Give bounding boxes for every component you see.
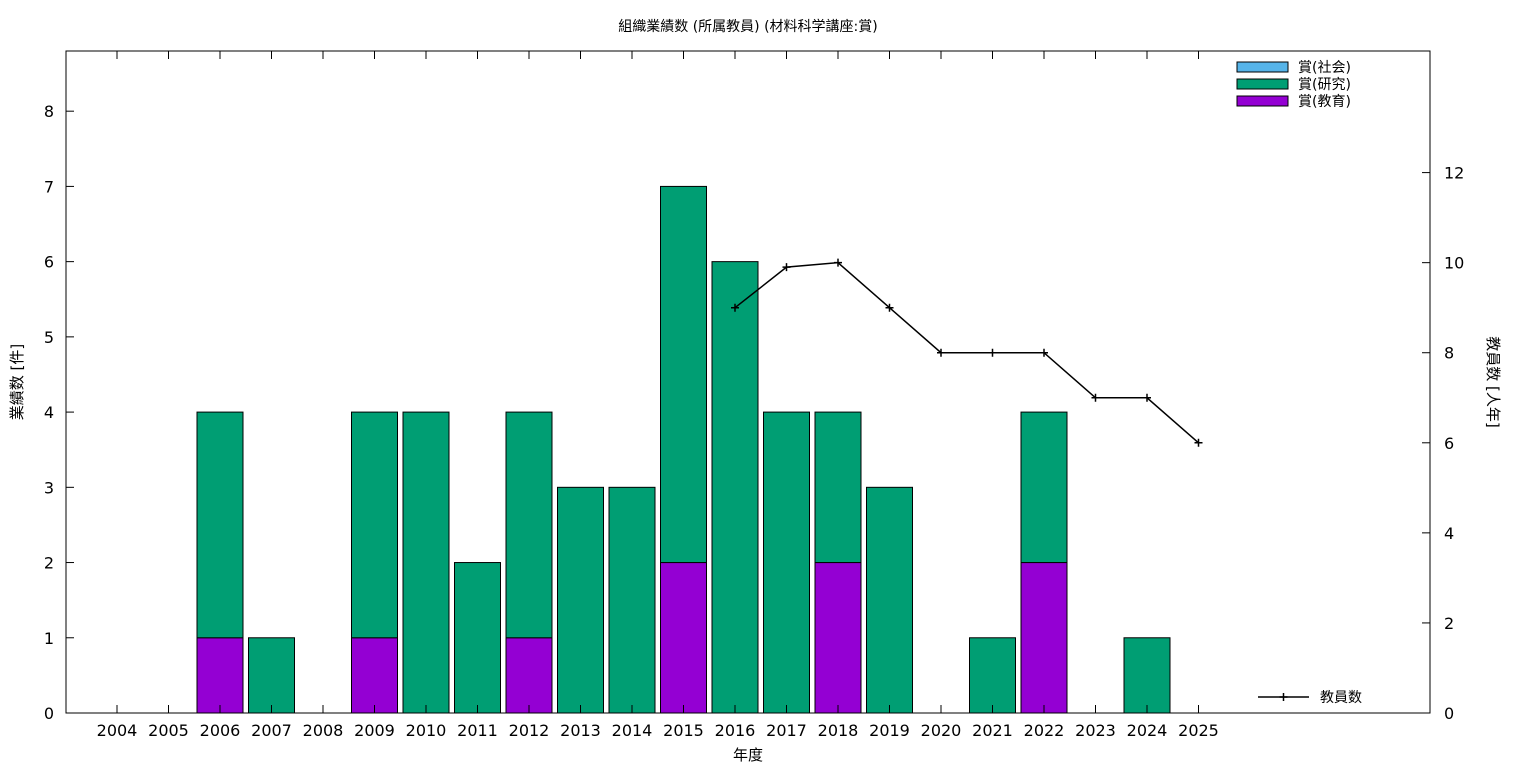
y-tick-label: 2 (44, 554, 54, 573)
legend-swatch (1236, 95, 1289, 107)
bar-2014-series-1 (608, 486, 656, 714)
legend-label: 賞(教育) (1298, 94, 1351, 110)
line-layer (731, 258, 1203, 447)
legend-label: 賞(研究) (1298, 77, 1351, 93)
x-tick-label: 2011 (457, 721, 498, 740)
x-tick-label: 2021 (972, 721, 1013, 740)
bar-2011-series-1 (454, 562, 501, 714)
bar-2006-series-1 (196, 411, 244, 639)
legend: 賞(社会)賞(研究)賞(教育) 教員数 (1236, 60, 1362, 706)
x-tick-label: 2004 (97, 721, 138, 740)
legend-swatch (1236, 78, 1289, 90)
line-point-2021 (988, 348, 997, 357)
bar-2021-series-1 (969, 637, 1016, 714)
bar-2019-series-1 (866, 486, 913, 714)
y2-tick-label: 2 (1444, 614, 1454, 633)
y2-axis-label: 教員数 [人年] (1484, 336, 1502, 427)
chart-title: 組織業績数 (所属教員) (材料科学講座:賞) (618, 19, 877, 35)
x-tick-label: 2024 (1127, 721, 1168, 740)
x-tick-label: 2019 (869, 721, 910, 740)
x-tick-label: 2017 (766, 721, 807, 740)
x-tick-label: 2014 (612, 721, 653, 740)
y-axis-label: 業績数 [件] (8, 344, 26, 420)
bar-2016-series-1 (711, 261, 759, 714)
x-tick-label: 2012 (509, 721, 550, 740)
bar-2013-series-1 (557, 486, 604, 714)
x-tick-label: 2005 (148, 721, 189, 740)
bar-2018-series-1 (814, 411, 862, 564)
x-tick-label: 2010 (406, 721, 447, 740)
legend-line-marker (1279, 693, 1288, 701)
y-tick-label: 3 (44, 478, 54, 497)
x-axis-label: 年度 (733, 746, 763, 764)
y-tick-label: 8 (44, 102, 54, 121)
line-point-2017 (782, 263, 791, 272)
bar-2015-series-0 (660, 562, 707, 714)
y2-tick-label: 12 (1444, 164, 1464, 183)
bar-2022-series-1 (1020, 411, 1068, 564)
line-point-2025 (1194, 438, 1203, 447)
line-point-2020 (937, 348, 945, 357)
x-tick-label: 2018 (818, 721, 859, 740)
x-tick-label: 2013 (560, 721, 601, 740)
y2-tick-label: 4 (1444, 524, 1454, 543)
bar-2012-series-1 (505, 411, 553, 639)
y2-tick-label: 10 (1444, 254, 1464, 273)
bar-2009-series-1 (351, 411, 398, 639)
bar-2022-series-0 (1020, 562, 1068, 714)
y-tick-label: 6 (44, 253, 54, 272)
line-point-2023 (1091, 393, 1100, 402)
y2-tick-label: 0 (1444, 704, 1454, 723)
line-point-2022 (1040, 348, 1048, 357)
y-tick-label: 0 (44, 704, 54, 723)
x-tick-label: 2025 (1178, 721, 1219, 740)
x-tick-label: 2008 (303, 721, 344, 740)
y-tick-label: 5 (44, 328, 54, 347)
bar-2024-series-1 (1123, 637, 1171, 714)
legend-label: 賞(社会) (1298, 60, 1351, 76)
legend-label-line: 教員数 (1320, 690, 1362, 706)
y2-tick-label: 8 (1444, 344, 1454, 363)
y2-tick-label: 6 (1444, 434, 1454, 453)
bar-2009-series-0 (351, 637, 398, 714)
line-point-2024 (1143, 393, 1151, 402)
y-tick-label: 7 (44, 177, 54, 196)
x-tick-label: 2007 (251, 721, 292, 740)
line-point-2018 (834, 258, 842, 267)
x-tick-label: 2023 (1075, 721, 1116, 740)
x-tick-label: 2016 (715, 721, 756, 740)
line-point-2019 (885, 303, 894, 312)
plot-frame (65, 50, 1431, 714)
x-tick-label: 2020 (921, 721, 962, 740)
bars-layer (196, 185, 1171, 714)
bar-2007-series-1 (248, 637, 295, 714)
legend-swatch (1236, 61, 1289, 73)
x-tick-label: 2022 (1024, 721, 1065, 740)
line-series-faculty (734, 261, 1199, 444)
line-point-2016 (731, 303, 739, 312)
bar-2017-series-1 (763, 411, 810, 714)
x-tick-label: 2015 (663, 721, 704, 740)
y-tick-label: 4 (44, 403, 54, 422)
bar-2010-series-1 (402, 411, 450, 714)
bar-2006-series-0 (196, 637, 244, 714)
x-tick-label: 2006 (200, 721, 241, 740)
y-tick-label: 1 (44, 629, 54, 648)
bar-2015-series-1 (660, 185, 707, 564)
bar-2012-series-0 (505, 637, 553, 714)
x-tick-label: 2009 (354, 721, 395, 740)
bar-2018-series-0 (814, 562, 862, 714)
